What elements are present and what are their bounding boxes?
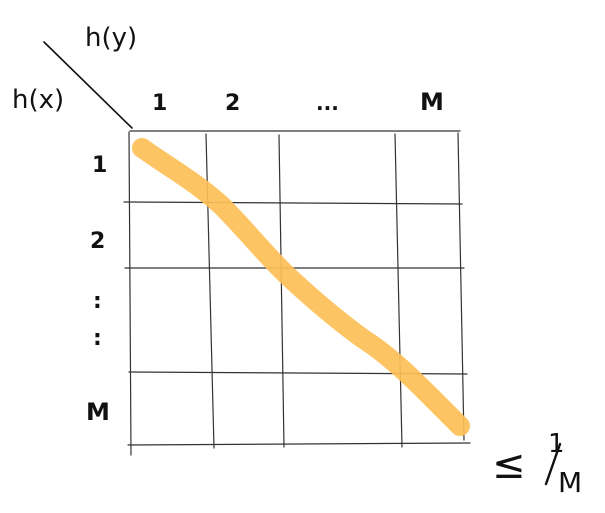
row-axis-label: h(x) xyxy=(12,85,64,115)
row-label-m: M xyxy=(86,398,110,426)
header-split-line xyxy=(43,41,133,129)
row-label-dots-2: : xyxy=(93,326,102,351)
diagonal-highlight xyxy=(132,138,470,436)
grid-line-h-bottom xyxy=(127,442,471,446)
annotation-denominator: M xyxy=(558,466,582,499)
grid-line-v-right xyxy=(457,132,465,441)
grid-line-v-2 xyxy=(278,134,285,448)
col-label-2: 2 xyxy=(225,91,240,116)
fraction-slash xyxy=(544,442,562,486)
grid-line-v-3 xyxy=(394,133,403,448)
annotation-numerator: 1 xyxy=(548,429,565,459)
col-label-ellipsis: ... xyxy=(316,91,339,115)
grid-line-v-left xyxy=(128,131,132,456)
col-label-1: 1 xyxy=(152,91,167,116)
row-label-1: 1 xyxy=(92,153,107,178)
grid-line-h-1 xyxy=(123,201,463,205)
grid xyxy=(123,130,471,456)
annotation-symbol: ≤ xyxy=(492,442,526,488)
col-axis-label: h(y) xyxy=(85,23,137,53)
row-label-2: 2 xyxy=(90,229,105,254)
col-label-m: M xyxy=(420,88,444,116)
row-label-dots-1: : xyxy=(93,289,102,314)
